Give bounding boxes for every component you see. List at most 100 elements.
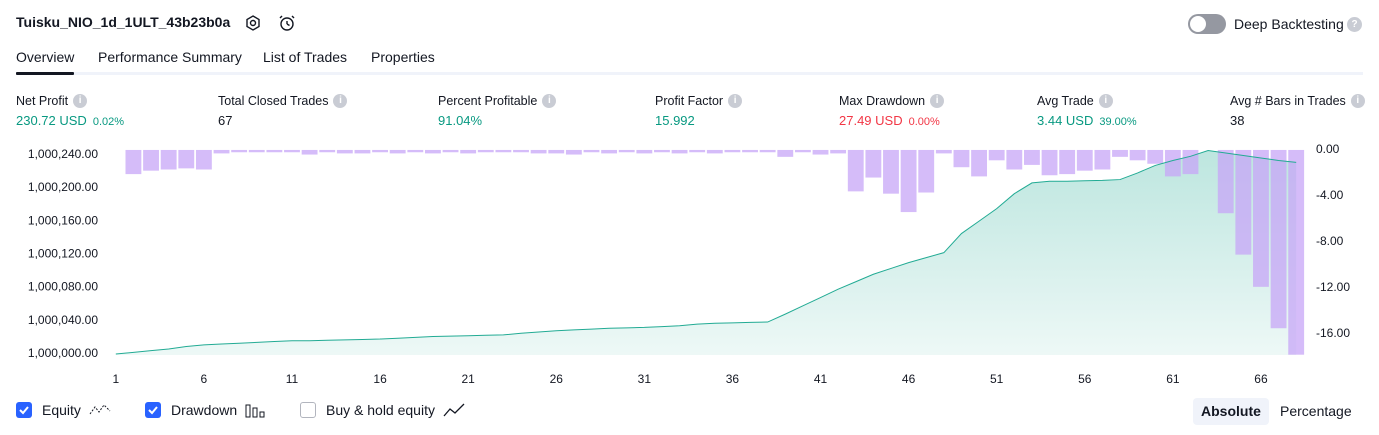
metric-value: 67 bbox=[218, 113, 232, 128]
drawdown-bar bbox=[900, 149, 917, 213]
metric-label: Net Profit i bbox=[16, 94, 88, 108]
drawdown-bar bbox=[565, 149, 582, 155]
metric-label: Max Drawdown i bbox=[839, 94, 945, 108]
metric-value: 38 bbox=[1230, 113, 1244, 128]
drawdown-bar bbox=[125, 149, 142, 175]
y2-tick-label: 0.00 bbox=[1316, 142, 1340, 156]
checkbox[interactable] bbox=[300, 402, 316, 418]
metric-label-text: Avg Trade bbox=[1037, 94, 1094, 108]
metric-label-text: Total Closed Trades bbox=[218, 94, 329, 108]
info-icon[interactable]: i bbox=[333, 94, 348, 108]
drawdown-bar bbox=[1182, 149, 1199, 175]
drawdown-bar bbox=[654, 149, 670, 153]
metric-label: Total Closed Trades i bbox=[218, 94, 348, 108]
x-tick-label: 1 bbox=[112, 372, 119, 386]
info-icon[interactable]: i bbox=[1098, 94, 1113, 108]
tab[interactable]: Properties bbox=[371, 49, 435, 65]
drawdown-bar bbox=[1288, 149, 1305, 355]
drawdown-bar bbox=[1112, 149, 1128, 157]
metric-value-text: 3.44 USD bbox=[1037, 113, 1094, 128]
drawdown-bar bbox=[1147, 149, 1164, 164]
x-tick-label: 56 bbox=[1078, 372, 1092, 386]
legend-icon bbox=[89, 404, 111, 415]
y-tick-label: 1,000,160.00 bbox=[28, 213, 98, 227]
metric-sub: 39.00% bbox=[1099, 116, 1137, 128]
drawdown-bar bbox=[1164, 149, 1181, 177]
drawdown-bar bbox=[1023, 149, 1040, 165]
drawdown-bar bbox=[1235, 149, 1252, 255]
tab-divider bbox=[16, 72, 1363, 75]
drawdown-bar bbox=[336, 149, 353, 154]
deep-backtesting-toggle[interactable] bbox=[1188, 14, 1226, 34]
drawdown-bar bbox=[830, 149, 847, 154]
y-tick-label: 1,000,080.00 bbox=[28, 280, 98, 294]
scale-button[interactable]: Percentage bbox=[1280, 403, 1352, 419]
metric-label: Percent Profitable i bbox=[438, 94, 557, 108]
legend-icon bbox=[443, 403, 465, 417]
check-mark bbox=[19, 406, 29, 415]
scale-button[interactable]: Absolute bbox=[1193, 398, 1269, 425]
info-icon[interactable]: i bbox=[930, 94, 945, 108]
header-icons bbox=[246, 15, 295, 31]
checkbox[interactable] bbox=[16, 402, 32, 418]
drawdown-bar bbox=[847, 149, 864, 192]
drawdown-bar bbox=[1129, 149, 1146, 161]
tab[interactable]: List of Trades bbox=[263, 49, 348, 65]
toggle-knob bbox=[1190, 16, 1206, 32]
x-tick-label: 51 bbox=[990, 372, 1004, 386]
y2-tick-label: -12.00 bbox=[1316, 280, 1350, 294]
x-tick-label: 31 bbox=[638, 372, 652, 386]
drawdown-bar bbox=[424, 149, 441, 154]
drawdown-bar bbox=[442, 149, 459, 153]
info-icon[interactable]: i bbox=[73, 94, 88, 108]
metric-value: 3.44 USD 39.00% bbox=[1037, 113, 1137, 128]
info-icon[interactable]: i bbox=[1350, 94, 1365, 108]
drawdown-bar bbox=[178, 149, 195, 169]
drawdown-bar bbox=[530, 149, 547, 154]
alert-icon[interactable] bbox=[279, 15, 295, 31]
drawdown-bar bbox=[671, 149, 688, 154]
info-icon[interactable]: i bbox=[728, 94, 743, 108]
metric-value-text: 91.04% bbox=[438, 113, 483, 128]
y-tick-label: 1,000,240.00 bbox=[28, 147, 98, 161]
drawdown-bar bbox=[1217, 149, 1234, 214]
drawdown-bar bbox=[372, 149, 389, 153]
x-tick-label: 41 bbox=[814, 372, 828, 386]
drawdown-bar bbox=[918, 149, 935, 193]
metric-sub: 0.02% bbox=[92, 116, 125, 128]
help-icon[interactable]: ? bbox=[1347, 17, 1362, 32]
settings-icon[interactable] bbox=[246, 15, 260, 31]
drawdown-bar bbox=[706, 149, 723, 154]
drawdown-bar bbox=[548, 149, 565, 154]
equity-line bbox=[115, 149, 1297, 355]
y2-tick-label: -8.00 bbox=[1316, 234, 1344, 248]
metric-sub: 0.00% bbox=[908, 116, 940, 128]
x-tick-label: 21 bbox=[461, 372, 475, 386]
metric-label-text: Profit Factor bbox=[655, 94, 724, 108]
legend-icon bbox=[245, 404, 265, 418]
drawdown-bar bbox=[988, 149, 1005, 161]
drawdown-bar bbox=[477, 149, 494, 153]
info-icon[interactable]: i bbox=[542, 94, 557, 108]
drawdown-bar bbox=[724, 149, 741, 153]
active-tab-underline bbox=[16, 72, 74, 75]
drawdown-bar bbox=[865, 149, 882, 178]
drawdown-bar bbox=[284, 149, 300, 153]
metric-value-text: 67 bbox=[218, 113, 233, 128]
y-tick-label: 1,000,000.00 bbox=[28, 346, 98, 360]
metric-label-text: Percent Profitable bbox=[438, 94, 538, 108]
drawdown-bar bbox=[266, 149, 283, 153]
drawdown-bar bbox=[618, 149, 635, 153]
checkbox[interactable] bbox=[145, 402, 161, 418]
y-tick-label: 1,000,040.00 bbox=[28, 313, 98, 327]
legend-label: Buy & hold equity bbox=[326, 402, 435, 418]
strategy-title: Tuisku_NIO_1d_1ULT_43b23b0a bbox=[16, 14, 231, 30]
legend-item[interactable]: Buy & hold equity bbox=[300, 402, 465, 418]
metric-value: 230.72 USD 0.02% bbox=[16, 113, 124, 128]
legend-item[interactable]: Equity bbox=[16, 402, 111, 418]
x-tick-label: 46 bbox=[902, 372, 916, 386]
legend-item[interactable]: Drawdown bbox=[145, 402, 267, 418]
tab[interactable]: Overview bbox=[16, 49, 75, 65]
tab[interactable]: Performance Summary bbox=[98, 49, 242, 65]
